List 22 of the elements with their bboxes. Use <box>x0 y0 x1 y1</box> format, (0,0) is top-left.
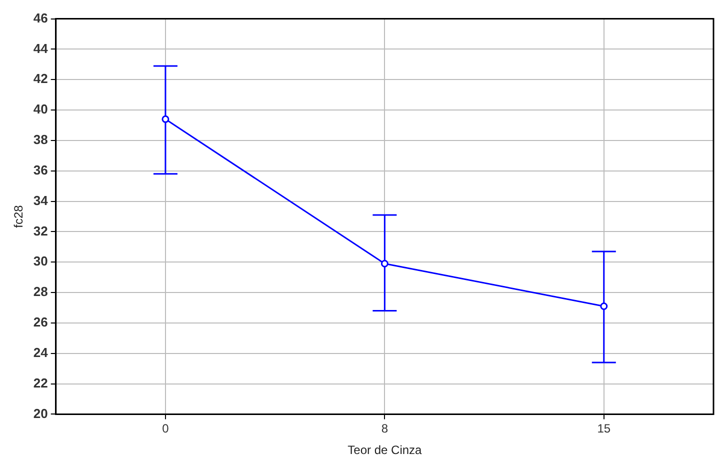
y-tick-label: 46 <box>33 10 48 26</box>
point <box>380 260 388 268</box>
y-tick-label: 40 <box>33 102 48 117</box>
y-tick-label: 20 <box>33 406 48 421</box>
x-tick-label: 15 <box>597 422 611 436</box>
y-tick-label: 32 <box>33 223 48 238</box>
x-tick-label: 8 <box>381 422 388 436</box>
y-tick-label: 38 <box>33 132 48 148</box>
x-tick-label: 0 <box>162 422 170 436</box>
y-tick-label: 42 <box>33 71 48 86</box>
y-tick-label: 28 <box>33 284 48 300</box>
point <box>162 115 170 123</box>
x-axis-title: Teor de Cinza <box>348 443 422 458</box>
y-axis-title: fc28 <box>12 204 26 228</box>
y-tick-label: 30 <box>33 254 48 269</box>
y-tick-label: 36 <box>33 162 48 178</box>
y-tick-label: 44 <box>33 40 49 56</box>
y-tick-label: 26 <box>33 314 48 330</box>
y-tick-label: 24 <box>33 344 49 360</box>
point <box>600 302 608 310</box>
y-tick-label: 22 <box>33 375 48 390</box>
y-tick-label: 34 <box>33 192 49 208</box>
